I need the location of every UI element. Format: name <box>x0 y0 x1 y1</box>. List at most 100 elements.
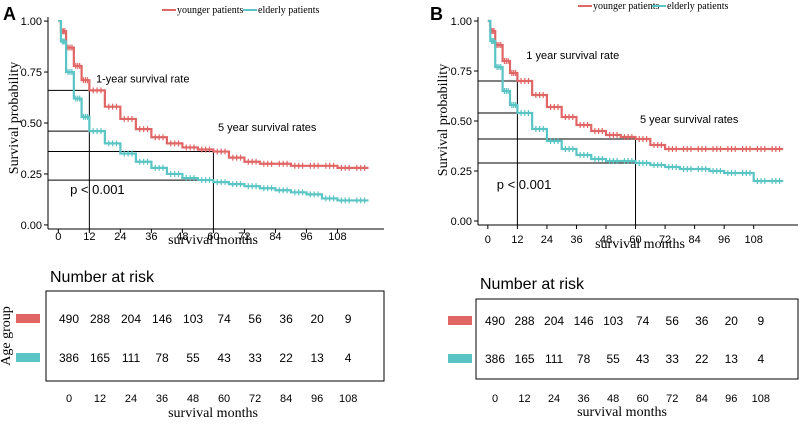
survival-curve-younger <box>58 19 369 169</box>
annotation-5-year-a: 5 year survival rates <box>218 122 317 134</box>
risk-x-tick-label: 0 <box>492 393 498 405</box>
annotation-1-year-a: 1-year survival rate <box>96 73 190 85</box>
x-tick-label: 24 <box>541 234 553 246</box>
survival-curves-b <box>487 19 784 184</box>
risk-count: 490 <box>485 314 505 328</box>
x-tick-label: 108 <box>745 234 763 246</box>
risk-x-tick-label: 108 <box>339 393 357 405</box>
y-tick-label: 0.00 <box>451 216 472 228</box>
risk-x-tick-label: 108 <box>752 393 770 405</box>
risk-count: 490 <box>59 312 79 326</box>
x-tick-label: 72 <box>659 234 671 246</box>
legend-a: younger patients elderly patients <box>162 5 319 16</box>
risk-count: 386 <box>59 351 79 365</box>
x-tick-label: 60 <box>629 234 641 246</box>
risk-count: 288 <box>515 314 535 328</box>
risk-table-a: Number at risk Age group 490 288 204 146 103… <box>0 269 385 421</box>
risk-swatch-elderly-b <box>448 354 472 363</box>
risk-count: 165 <box>90 351 110 365</box>
y-axis-title-a: Survival probability <box>7 62 22 174</box>
annotation-1-year-b: 1 year survival rate <box>526 50 619 62</box>
risk-count: 56 <box>666 314 680 328</box>
x-ticks-a: 0 12 24 36 48 60 72 84 96 108 <box>55 229 347 243</box>
risk-count: 74 <box>217 312 231 326</box>
risk-table-b: Number at risk 490 288 204 146 103 74 56 36 20 9 3… <box>448 276 799 420</box>
x-tick-label: 0 <box>485 234 491 246</box>
risk-ylabel-a: Age group <box>0 306 14 366</box>
risk-count: 103 <box>603 314 623 328</box>
risk-x-tick-label: 36 <box>577 393 589 405</box>
risk-count: 36 <box>695 314 709 328</box>
y-tick-label: 0.75 <box>451 66 472 78</box>
risk-x-tick-label: 84 <box>696 393 708 405</box>
annotation-5-year-b: 5 year survival rates <box>640 114 739 126</box>
y-tick-label: 1.00 <box>451 16 472 28</box>
risk-title-a: Number at risk <box>50 269 155 286</box>
x-tick-label: 36 <box>145 231 157 243</box>
x-tick-label: 24 <box>114 231 126 243</box>
risk-xlabel-a: survival months <box>168 406 258 421</box>
x-tick-label: 36 <box>570 234 582 246</box>
x-tick-label: 84 <box>688 234 700 246</box>
risk-count: 386 <box>485 352 505 366</box>
risk-count: 111 <box>122 351 141 365</box>
risk-count: 33 <box>248 351 262 365</box>
legend-label-elderly-b: elderly patients <box>667 1 728 12</box>
risk-title-b: Number at risk <box>480 276 585 293</box>
risk-x-tick-label: 48 <box>607 393 619 405</box>
risk-count: 22 <box>695 352 709 366</box>
risk-x-tick-label: 36 <box>156 393 168 405</box>
x-tick-label: 12 <box>511 234 523 246</box>
risk-count: 36 <box>279 312 293 326</box>
x-tick-label: 0 <box>55 231 61 243</box>
risk-xlabel-b: survival months <box>577 405 667 420</box>
risk-count: 20 <box>310 312 324 326</box>
reference-lines-b <box>478 80 637 225</box>
x-axis-title-a: survival months <box>168 233 258 248</box>
survival-curve-elderly <box>58 19 369 202</box>
risk-count: 146 <box>152 312 172 326</box>
risk-count: 43 <box>636 352 650 366</box>
risk-x-ticks-b: 0 12 24 36 48 60 72 84 96 108 <box>492 393 770 405</box>
y-tick-label: 0.75 <box>21 67 42 79</box>
legend-label-younger-b: younger patients <box>593 1 659 12</box>
risk-swatch-elderly-a <box>16 353 40 362</box>
x-tick-label: 12 <box>83 231 95 243</box>
x-tick-label: 48 <box>600 234 612 246</box>
risk-swatch-younger-a <box>16 314 40 323</box>
y-ticks-a: 0.00 0.25 0.50 0.75 1.00 <box>21 16 48 232</box>
legend-label-elderly-a: elderly patients <box>258 5 319 16</box>
risk-count: 288 <box>90 312 110 326</box>
risk-x-tick-label: 12 <box>94 393 106 405</box>
x-tick-label: 96 <box>718 234 730 246</box>
risk-count: 43 <box>217 351 231 365</box>
risk-box-b <box>475 298 799 380</box>
risk-x-tick-label: 24 <box>125 393 137 405</box>
risk-x-ticks-a: 0 12 24 36 48 60 72 84 96 108 <box>66 393 357 405</box>
risk-x-tick-label: 72 <box>249 393 261 405</box>
panel-a: A younger patients elderly patients Surv… <box>0 4 385 421</box>
panel-label-a: A <box>3 4 16 24</box>
survival-curve-younger <box>487 19 784 151</box>
risk-count: 55 <box>186 351 200 365</box>
risk-x-tick-label: 72 <box>666 393 678 405</box>
risk-count: 13 <box>310 351 324 365</box>
risk-count: 33 <box>666 352 680 366</box>
risk-count: 9 <box>345 312 352 326</box>
y-tick-label: 0.25 <box>451 166 472 178</box>
risk-count: 204 <box>544 314 564 328</box>
risk-count: 55 <box>606 352 620 366</box>
legend-b: younger patients elderly patients <box>578 1 728 12</box>
risk-count: 165 <box>515 352 535 366</box>
survival-curves-a <box>58 19 369 204</box>
p-value-b: p < 0.001 <box>497 177 552 192</box>
x-tick-label: 84 <box>269 231 281 243</box>
risk-x-tick-label: 84 <box>280 393 292 405</box>
x-tick-label: 108 <box>328 231 346 243</box>
risk-box-a <box>45 290 385 382</box>
risk-count: 74 <box>636 314 650 328</box>
risk-count: 146 <box>574 314 594 328</box>
